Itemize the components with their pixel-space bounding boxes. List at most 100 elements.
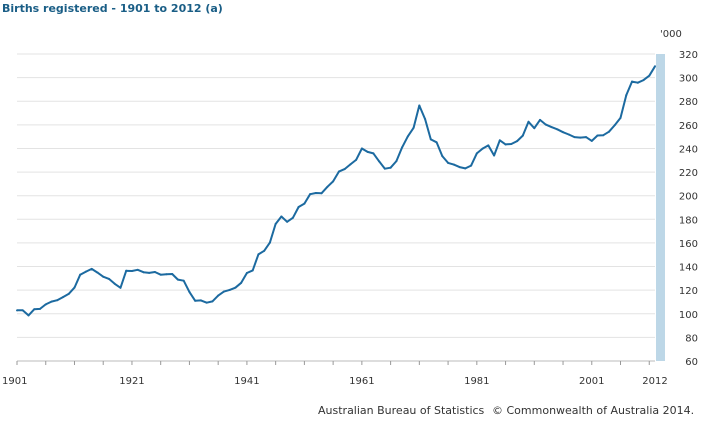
x-tick-label: 1981 (464, 376, 489, 387)
y-axis-unit-label: '000 (660, 29, 682, 40)
data-point (73, 286, 76, 289)
data-point (67, 292, 70, 295)
data-point (613, 124, 616, 127)
data-point (280, 215, 283, 218)
data-point (458, 166, 461, 169)
data-point (297, 206, 300, 209)
data-point (33, 308, 36, 311)
data-point (136, 268, 139, 271)
data-point (355, 158, 358, 161)
x-tick-label: 1941 (234, 376, 259, 387)
data-point (487, 144, 490, 147)
x-tick-label: 2001 (579, 376, 604, 387)
data-point (113, 282, 116, 285)
data-point (550, 126, 553, 129)
data-point (50, 300, 53, 303)
data-point (245, 272, 248, 275)
data-point (481, 147, 484, 150)
data-point (240, 281, 243, 284)
data-point (464, 167, 467, 170)
data-point (372, 152, 375, 155)
data-point (130, 270, 133, 273)
data-point (176, 278, 179, 281)
data-point (343, 168, 346, 171)
y-tick-label: 140 (679, 263, 698, 274)
data-points (16, 65, 656, 317)
data-point (107, 277, 110, 280)
data-point (636, 81, 639, 84)
x-tick-label: 1921 (119, 376, 144, 387)
data-point (142, 271, 145, 274)
data-point (435, 141, 438, 144)
data-point (96, 271, 99, 274)
data-point (199, 299, 202, 302)
data-point (286, 220, 289, 223)
data-point (119, 286, 122, 289)
y-tick-label: 300 (679, 74, 698, 85)
y-tick-label: 80 (685, 333, 698, 344)
x-tick-label: 1961 (349, 376, 374, 387)
gridlines (16, 53, 655, 365)
data-point (562, 131, 565, 134)
data-point (274, 223, 277, 226)
data-point (596, 134, 599, 137)
data-point (424, 118, 427, 121)
data-point (102, 275, 105, 278)
data-point (188, 290, 191, 293)
data-point (349, 163, 352, 166)
data-point (504, 143, 507, 146)
data-point (383, 167, 386, 170)
y-tick-label: 260 (679, 121, 698, 132)
data-point (516, 140, 519, 143)
data-point (470, 164, 473, 167)
data-point (16, 309, 18, 312)
data-point (533, 127, 536, 130)
x-tick-labels: 1901 1921 1941 1961 1981 2001 2012 (2, 376, 668, 387)
data-point (148, 271, 151, 274)
data-point (320, 192, 323, 195)
data-point (251, 269, 254, 272)
x-tick-label: 2012 (642, 376, 667, 387)
data-point (539, 118, 542, 121)
y-tick-label: 120 (679, 286, 698, 297)
data-point (27, 314, 30, 317)
y-tick-label: 240 (679, 144, 698, 155)
data-point (337, 170, 340, 173)
data-point (579, 136, 582, 139)
data-point (79, 273, 82, 276)
footer-copyright: © Commonwealth of Australia 2014. (492, 404, 695, 417)
data-point (625, 94, 628, 97)
data-point (56, 299, 59, 302)
data-point (360, 147, 363, 150)
footer-source: Australian Bureau of Statistics (318, 404, 485, 417)
data-point (395, 160, 398, 163)
data-point (475, 152, 478, 155)
data-point (544, 123, 547, 126)
data-point (332, 180, 335, 183)
data-point (21, 309, 24, 312)
data-point (90, 267, 93, 270)
data-point (194, 299, 197, 302)
data-point (326, 185, 329, 188)
data-point (217, 294, 220, 297)
data-point (406, 135, 409, 138)
data-point (412, 126, 415, 129)
data-point (608, 130, 611, 133)
y-tick-label: 180 (679, 215, 698, 226)
data-point (590, 139, 593, 142)
data-point (291, 216, 294, 219)
data-point (498, 139, 501, 142)
y-tick-label: 60 (685, 357, 698, 368)
data-point (429, 138, 432, 141)
data-point (567, 133, 570, 136)
data-point (447, 161, 450, 164)
data-point (556, 128, 559, 131)
y-tick-label: 280 (679, 97, 698, 108)
data-point (153, 270, 156, 273)
data-point (182, 279, 185, 282)
data-point (263, 249, 266, 252)
data-point (493, 154, 496, 157)
data-point (642, 79, 645, 82)
data-point (378, 160, 381, 163)
data-point (441, 155, 444, 158)
